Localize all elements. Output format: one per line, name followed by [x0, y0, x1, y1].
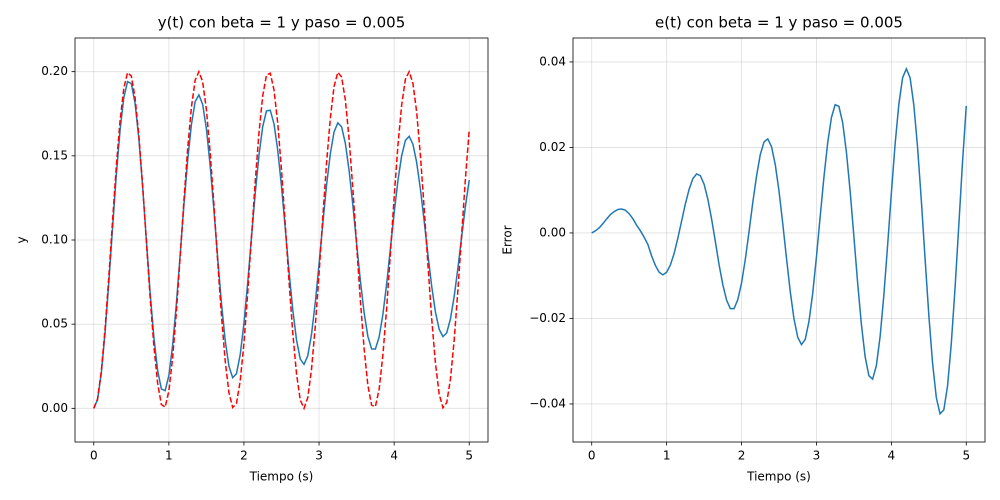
x-tick-label: 5: [465, 449, 473, 463]
plot-frame: [572, 37, 986, 443]
y-tick-label: 0.10: [41, 233, 68, 247]
y-tick-label: −0.04: [529, 396, 566, 410]
x-tick-label: 2: [240, 449, 248, 463]
y-tick-label: 0.15: [41, 148, 68, 162]
data-line: [93, 80, 470, 409]
y-tick-label: 0.00: [41, 401, 68, 415]
y-tick-label: −0.02: [529, 311, 566, 325]
x-tick-label: 0: [588, 449, 596, 463]
data-line: [591, 66, 968, 416]
x-tick-label: 4: [390, 449, 398, 463]
x-tick-label: 2: [738, 449, 746, 463]
plot-frame: [74, 37, 489, 443]
chart-title: y(t) con beta = 1 y paso = 0.005: [158, 14, 406, 32]
y-tick-label: 0.04: [539, 54, 566, 68]
y-tick-label: 0.00: [539, 225, 566, 239]
y-tick-label: 0.02: [539, 140, 566, 154]
x-tick-label: 5: [962, 449, 970, 463]
x-tick-label: 3: [315, 449, 323, 463]
x-axis-label: Tiempo (s): [249, 470, 314, 484]
x-axis-label: Tiempo (s): [746, 470, 811, 484]
y-tick-label: 0.05: [41, 317, 68, 331]
x-tick-label: 1: [165, 449, 173, 463]
x-tick-label: 4: [888, 449, 896, 463]
y-axis-label: Error: [501, 225, 515, 254]
x-tick-label: 3: [813, 449, 821, 463]
y-tick-label: 0.20: [41, 64, 68, 78]
x-tick-label: 1: [663, 449, 671, 463]
chart-title: e(t) con beta = 1 y paso = 0.005: [655, 14, 903, 32]
x-tick-label: 0: [90, 449, 98, 463]
y-axis-label: y: [15, 236, 29, 243]
